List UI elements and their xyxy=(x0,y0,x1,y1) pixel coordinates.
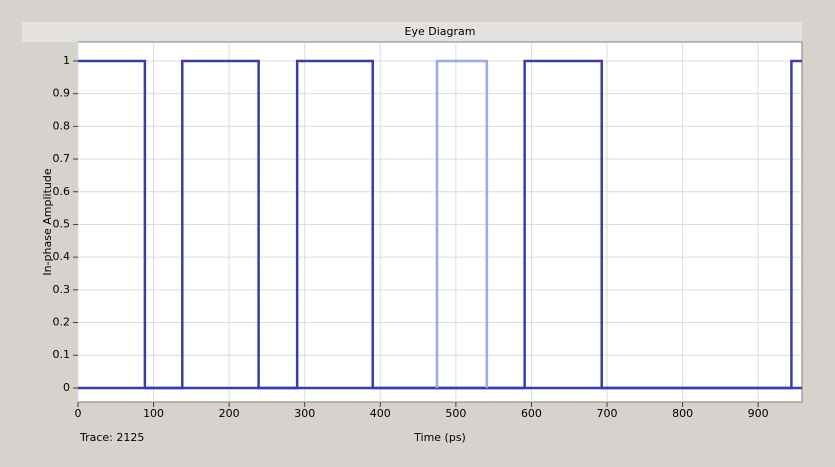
y-tick-label: 1 xyxy=(63,54,70,67)
x-tick-label: 300 xyxy=(294,407,315,420)
x-tick-label: 200 xyxy=(219,407,240,420)
x-tick-label: 0 xyxy=(75,407,82,420)
x-tick-label: 900 xyxy=(748,407,769,420)
x-tick-label: 100 xyxy=(143,407,164,420)
trace-annotation: Trace: 2125 xyxy=(79,431,144,444)
y-tick-label: 0.2 xyxy=(53,316,71,329)
plot-area xyxy=(77,41,803,403)
y-tick-label: 0.1 xyxy=(53,348,71,361)
y-axis-label: In-phase Amplitude xyxy=(41,168,54,275)
x-tick-label: 800 xyxy=(672,407,693,420)
x-tick-label: 500 xyxy=(445,407,466,420)
y-tick-label: 0 xyxy=(63,381,70,394)
y-tick-label: 0.9 xyxy=(53,87,71,100)
y-tick-label: 0.5 xyxy=(53,217,71,230)
y-tick-label: 0.4 xyxy=(53,250,71,263)
y-tick-label: 0.3 xyxy=(53,283,71,296)
trace-line xyxy=(435,59,489,388)
y-tick-label: 0.8 xyxy=(53,119,71,132)
chart-title: Eye Diagram xyxy=(405,25,476,38)
x-tick-label: 400 xyxy=(370,407,391,420)
x-tick-label: 700 xyxy=(597,407,618,420)
title-strip xyxy=(22,22,802,42)
y-tick-label: 0.7 xyxy=(53,152,71,165)
y-tick-label: 0.6 xyxy=(53,185,71,198)
x-axis-label: Time (ps) xyxy=(413,431,466,444)
x-tick-label: 600 xyxy=(521,407,542,420)
